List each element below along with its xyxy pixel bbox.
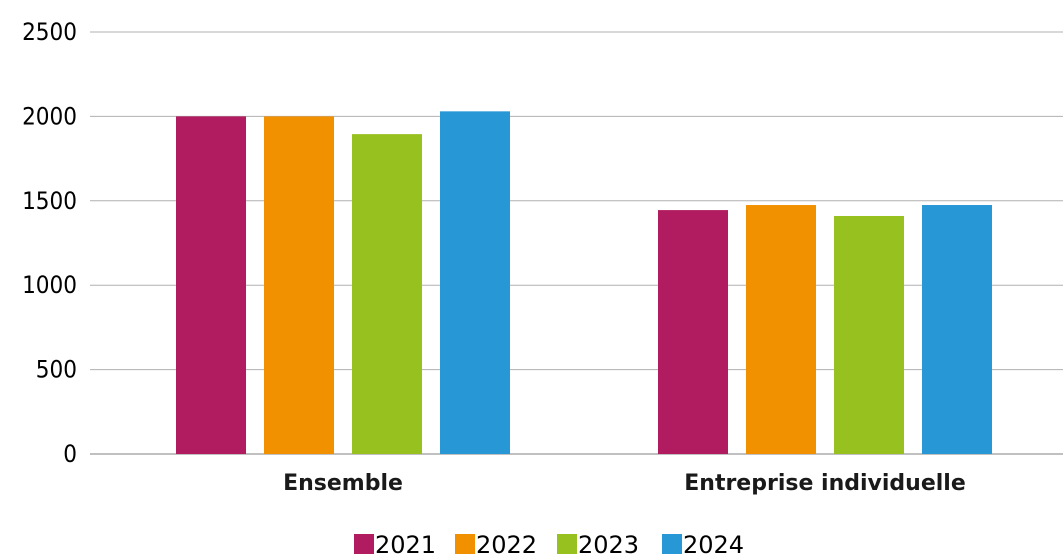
y-tick-label: 2500 xyxy=(22,18,77,46)
legend-swatch xyxy=(354,534,374,554)
legend-item-2024: 2024 xyxy=(662,531,744,557)
bar-2024-entreprise-individuelle xyxy=(922,205,992,454)
y-tick-label: 1000 xyxy=(22,271,77,299)
bar-2023-ensemble xyxy=(352,134,422,454)
legend-swatch xyxy=(455,534,475,554)
y-tick-label: 500 xyxy=(36,356,77,384)
legend-swatch xyxy=(557,534,577,554)
legend-item-2022: 2022 xyxy=(455,531,537,557)
legend-item-2021: 2021 xyxy=(354,531,436,557)
y-tick-label: 1500 xyxy=(22,187,77,215)
bar-2021-ensemble xyxy=(176,116,246,455)
bar-2021-entreprise-individuelle xyxy=(658,210,728,454)
bar-2022-ensemble xyxy=(264,116,334,455)
bar-2023-entreprise-individuelle xyxy=(834,215,904,454)
legend-label: 2023 xyxy=(578,531,639,557)
legend-swatch xyxy=(662,534,682,554)
legend-label: 2024 xyxy=(683,531,744,557)
x-category-label: Ensemble xyxy=(283,471,403,496)
bar-2024-ensemble xyxy=(440,111,510,454)
legend-label: 2022 xyxy=(476,531,537,557)
y-axis-ticks: 0 500 1000 1500 2000 2500 xyxy=(22,18,77,468)
legend-item-2023: 2023 xyxy=(557,531,639,557)
legend-label: 2021 xyxy=(375,531,436,557)
x-category-label: Entreprise individuelle xyxy=(684,471,966,496)
bar-2022-entreprise-individuelle xyxy=(746,205,816,454)
bars xyxy=(176,111,992,455)
y-tick-label: 2000 xyxy=(22,102,77,130)
y-tick-label: 0 xyxy=(63,440,77,468)
x-axis-categories: Ensemble Entreprise individuelle xyxy=(283,471,966,496)
legend: 2021 2022 2023 2024 xyxy=(354,531,744,557)
